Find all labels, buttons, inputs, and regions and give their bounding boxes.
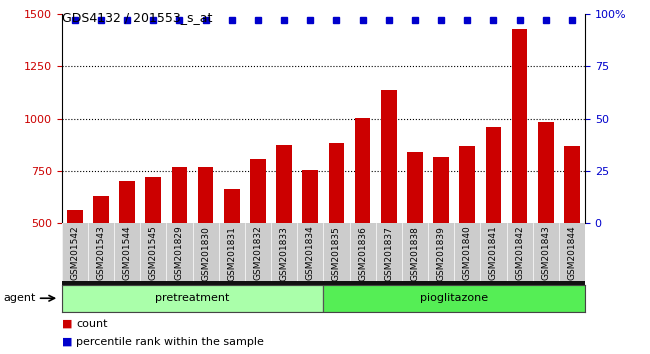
Bar <box>324 285 585 312</box>
Text: GSM201841: GSM201841 <box>489 226 498 280</box>
Bar <box>276 145 292 223</box>
Bar <box>120 181 135 223</box>
Text: GSM201837: GSM201837 <box>384 225 393 281</box>
Text: GSM201545: GSM201545 <box>149 226 158 280</box>
Bar <box>224 189 240 223</box>
Bar <box>512 29 527 223</box>
Text: GSM201543: GSM201543 <box>96 226 105 280</box>
Bar <box>93 196 109 223</box>
Text: ■: ■ <box>62 319 72 329</box>
Text: percentile rank within the sample: percentile rank within the sample <box>76 337 264 347</box>
Text: GSM201829: GSM201829 <box>175 226 184 280</box>
Bar <box>381 90 396 223</box>
Text: GSM201840: GSM201840 <box>463 226 472 280</box>
Text: GSM201834: GSM201834 <box>306 226 315 280</box>
Text: GDS4132 / 201553_s_at: GDS4132 / 201553_s_at <box>62 11 212 24</box>
Bar <box>355 118 370 223</box>
Text: GSM201542: GSM201542 <box>70 226 79 280</box>
Bar <box>146 177 161 223</box>
Bar <box>564 146 580 223</box>
Text: GSM201839: GSM201839 <box>437 225 446 281</box>
Text: GSM201835: GSM201835 <box>332 225 341 281</box>
Text: GSM201836: GSM201836 <box>358 225 367 281</box>
Bar <box>434 157 449 223</box>
Bar <box>62 285 324 312</box>
Bar <box>67 211 83 223</box>
Bar <box>172 167 187 223</box>
Text: GSM201831: GSM201831 <box>227 225 237 281</box>
Bar <box>460 146 475 223</box>
Text: GSM201842: GSM201842 <box>515 226 524 280</box>
Text: GSM201844: GSM201844 <box>567 226 577 280</box>
Text: agent: agent <box>3 293 36 303</box>
Text: GSM201833: GSM201833 <box>280 225 289 281</box>
Text: GSM201544: GSM201544 <box>123 226 132 280</box>
Bar <box>538 122 554 223</box>
Text: GSM201830: GSM201830 <box>201 225 210 281</box>
Bar <box>407 152 422 223</box>
Bar <box>250 159 266 223</box>
Bar <box>486 127 501 223</box>
Bar <box>198 167 213 223</box>
Text: ■: ■ <box>62 337 72 347</box>
Bar <box>329 143 344 223</box>
Bar <box>302 170 318 223</box>
Text: GSM201838: GSM201838 <box>410 225 419 281</box>
Text: GSM201843: GSM201843 <box>541 226 551 280</box>
Text: GSM201832: GSM201832 <box>254 226 263 280</box>
Text: pioglitazone: pioglitazone <box>420 293 488 303</box>
Text: count: count <box>76 319 107 329</box>
Text: pretreatment: pretreatment <box>155 293 229 303</box>
